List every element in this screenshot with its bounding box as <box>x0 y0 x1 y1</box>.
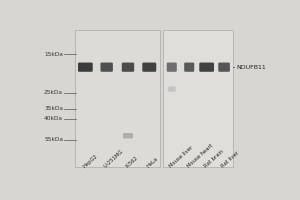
FancyBboxPatch shape <box>142 63 156 72</box>
Text: 55kDa: 55kDa <box>44 137 63 142</box>
FancyBboxPatch shape <box>168 86 176 92</box>
Text: HeLa: HeLa <box>146 156 159 169</box>
FancyBboxPatch shape <box>122 63 134 72</box>
Text: 15kDa: 15kDa <box>44 52 63 57</box>
Text: 35kDa: 35kDa <box>44 106 63 111</box>
Text: Mouse heart: Mouse heart <box>186 143 214 169</box>
Bar <box>75 30 160 167</box>
FancyBboxPatch shape <box>199 63 214 72</box>
FancyBboxPatch shape <box>100 63 113 72</box>
FancyBboxPatch shape <box>184 63 194 72</box>
Text: 40kDa: 40kDa <box>44 116 63 121</box>
Text: Rat brain: Rat brain <box>203 149 225 169</box>
FancyBboxPatch shape <box>123 133 133 138</box>
Text: NDUFB11: NDUFB11 <box>236 65 266 70</box>
Bar <box>163 30 233 167</box>
FancyBboxPatch shape <box>218 63 230 72</box>
Text: 25kDa: 25kDa <box>44 90 63 95</box>
Text: Rat liver: Rat liver <box>221 150 241 169</box>
Text: HepG2: HepG2 <box>82 153 99 169</box>
Text: U-251MG: U-251MG <box>103 149 125 169</box>
Text: Mouse liver: Mouse liver <box>168 145 194 169</box>
FancyBboxPatch shape <box>78 63 93 72</box>
FancyBboxPatch shape <box>167 63 177 72</box>
Text: K-562: K-562 <box>124 155 139 169</box>
